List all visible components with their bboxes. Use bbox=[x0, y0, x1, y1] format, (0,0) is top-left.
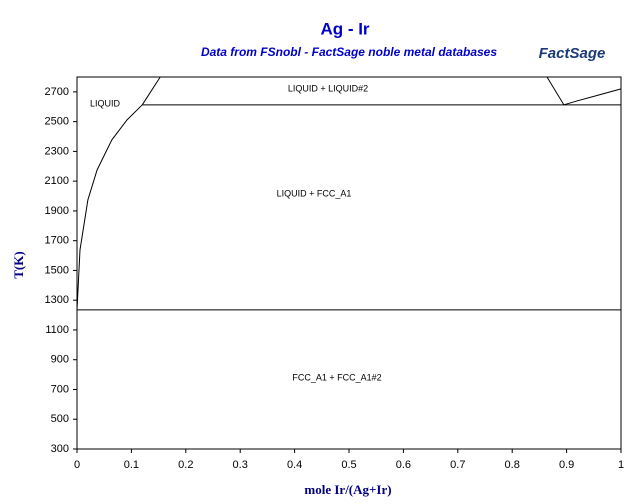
x-tick-label: 0.3 bbox=[233, 459, 248, 471]
y-axis-label: T(K) bbox=[11, 251, 26, 278]
phase-boundary bbox=[546, 76, 622, 106]
x-tick-label: 0.5 bbox=[341, 459, 356, 471]
y-tick-label: 1300 bbox=[45, 294, 69, 306]
y-tick-label: 2300 bbox=[45, 145, 69, 157]
plot-frame bbox=[76, 76, 622, 450]
x-tick-label: 1 bbox=[618, 459, 624, 471]
chart-subtitle: Data from FSnobl - FactSage noble metal … bbox=[201, 45, 497, 59]
logo: FactSage bbox=[539, 45, 606, 62]
y-tick-label: 1700 bbox=[45, 235, 69, 247]
y-tick-label: 2100 bbox=[45, 175, 69, 187]
x-tick-label: 0.7 bbox=[450, 459, 465, 471]
x-tick-label: 0.9 bbox=[559, 459, 574, 471]
x-tick-label: 0 bbox=[74, 459, 80, 471]
y-tick-label: 2500 bbox=[45, 116, 69, 128]
phase-boundary bbox=[76, 104, 143, 310]
chart-title: Ag - Ir bbox=[320, 19, 369, 38]
y-tick-label: 500 bbox=[51, 413, 69, 425]
y-tick-label: 700 bbox=[51, 383, 69, 395]
region-label: LIQUID + FCC_A1 bbox=[277, 188, 352, 198]
y-tick-label: 1100 bbox=[45, 324, 69, 336]
y-tick-label: 2700 bbox=[45, 86, 69, 98]
phase-boundary bbox=[141, 76, 161, 106]
x-tick-label: 0.4 bbox=[287, 459, 302, 471]
y-tick-label: 1500 bbox=[45, 264, 69, 276]
x-axis-label: mole Ir/(Ag+Ir) bbox=[304, 482, 391, 497]
y-tick-label: 300 bbox=[51, 443, 69, 455]
x-tick-label: 0.6 bbox=[396, 459, 411, 471]
region-label: LIQUID + LIQUID#2 bbox=[288, 83, 368, 93]
y-tick-label: 1900 bbox=[45, 205, 69, 217]
x-tick-label: 0.1 bbox=[124, 459, 139, 471]
region-label: LIQUID bbox=[90, 98, 121, 108]
y-tick-label: 900 bbox=[51, 354, 69, 366]
x-tick-label: 0.8 bbox=[505, 459, 520, 471]
region-label: FCC_A1 + FCC_A1#2 bbox=[292, 372, 381, 382]
x-tick-label: 0.2 bbox=[178, 459, 193, 471]
